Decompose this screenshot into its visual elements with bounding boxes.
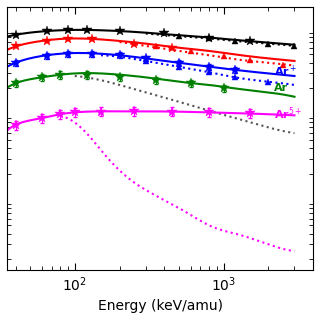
Text: Ar$^+$: Ar$^+$ (275, 63, 298, 79)
Text: Ar$^{5+}$: Ar$^{5+}$ (275, 106, 303, 123)
X-axis label: Energy (keV/amu): Energy (keV/amu) (98, 299, 222, 313)
Text: Ar: Ar (275, 84, 289, 93)
